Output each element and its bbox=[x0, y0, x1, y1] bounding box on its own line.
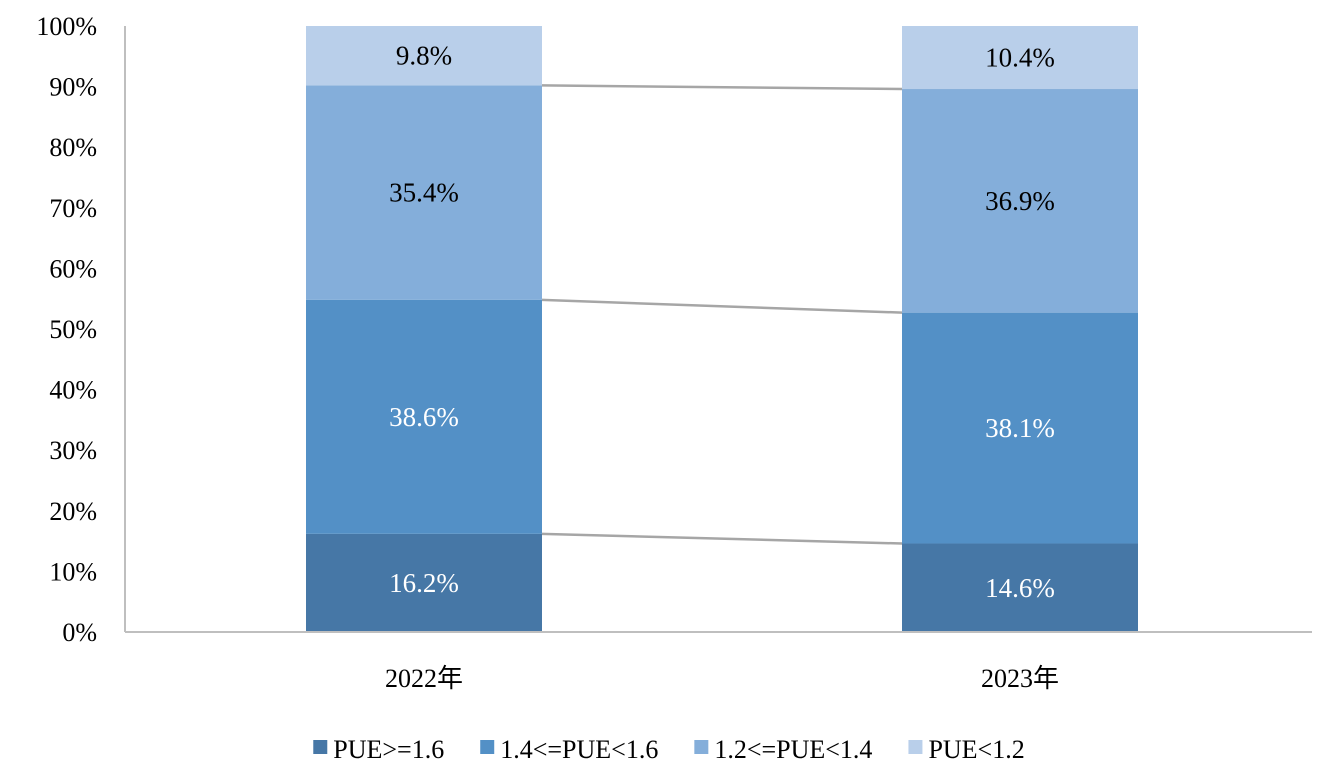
data-label: 16.2% bbox=[389, 568, 459, 598]
data-label: 35.4% bbox=[389, 178, 459, 208]
data-label: 38.1% bbox=[985, 413, 1055, 443]
y-tick-label: 90% bbox=[49, 73, 97, 102]
y-tick-label: 30% bbox=[49, 436, 97, 465]
legend: PUE>=1.6 1.4<=PUE<1.6 1.2<=PUE<1.4 PUE<1.2 bbox=[313, 735, 1025, 764]
series-line bbox=[541, 84, 903, 91]
bar-segment bbox=[306, 299, 542, 534]
legend-swatch bbox=[908, 740, 923, 754]
legend-label: 1.4<=PUE<1.6 bbox=[500, 735, 658, 764]
legend-swatch bbox=[694, 740, 709, 754]
y-tick-label: 100% bbox=[36, 12, 97, 41]
bars bbox=[306, 26, 1138, 632]
bar-segment bbox=[306, 533, 542, 632]
legend-label: 1.2<=PUE<1.4 bbox=[714, 735, 872, 764]
data-label: 36.9% bbox=[985, 186, 1055, 216]
legend-swatch bbox=[313, 740, 328, 754]
y-tick-label: 10% bbox=[49, 557, 97, 586]
x-axis-category-labels: 2022年 2023年 bbox=[385, 664, 1059, 693]
y-tick-label: 40% bbox=[49, 376, 97, 405]
data-label: 38.6% bbox=[389, 402, 459, 432]
legend-label: PUE<1.2 bbox=[928, 735, 1024, 764]
y-tick-label: 80% bbox=[49, 133, 97, 162]
x-category-label: 2022年 bbox=[385, 664, 463, 693]
y-tick-label: 0% bbox=[62, 618, 97, 647]
series-lines bbox=[541, 84, 903, 545]
legend-swatch bbox=[480, 740, 495, 754]
y-tick-label: 60% bbox=[49, 254, 97, 283]
bar-segment bbox=[306, 26, 542, 86]
value-labels: 16.2% 38.6% 35.4% 9.8% 14.6% 38.1% 36.9% 10.4% bbox=[389, 41, 1055, 603]
data-label: 10.4% bbox=[985, 43, 1055, 73]
data-label: 9.8% bbox=[396, 41, 452, 71]
bar-segment bbox=[902, 26, 1138, 90]
axes bbox=[124, 26, 1312, 633]
bar-segment bbox=[902, 89, 1138, 313]
y-tick-label: 50% bbox=[49, 315, 97, 344]
data-label: 14.6% bbox=[985, 573, 1055, 603]
x-category-label: 2023年 bbox=[981, 664, 1059, 693]
series-line bbox=[541, 532, 903, 545]
bar-segment bbox=[902, 543, 1138, 632]
bar-segment bbox=[306, 85, 542, 300]
y-tick-label: 70% bbox=[49, 194, 97, 223]
y-tick-label: 20% bbox=[49, 497, 97, 526]
y-axis-tick-labels: 0% 10% 20% 30% 40% 50% 60% 70% 80% 90% 100% bbox=[36, 12, 97, 647]
legend-label: PUE>=1.6 bbox=[333, 735, 444, 764]
series-line bbox=[541, 298, 903, 314]
bar-segment bbox=[902, 312, 1138, 544]
